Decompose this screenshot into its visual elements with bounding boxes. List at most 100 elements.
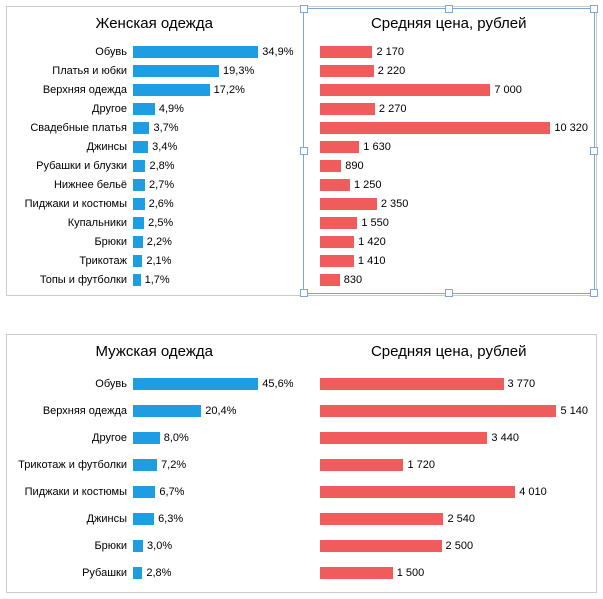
bar-row: Трикотаж2,1%: [15, 251, 294, 270]
bar-track: 3 770: [320, 376, 589, 392]
bar-row: Обувь45,6%: [15, 370, 294, 397]
bar-track: 1 630: [320, 139, 589, 155]
bar-value: 2 540: [447, 513, 475, 525]
bar-label: Нижнее бельё: [15, 179, 133, 191]
bar-track: 2 270: [320, 101, 589, 117]
bar-fill: [320, 160, 342, 172]
bar-track: 34,9%: [133, 44, 294, 60]
bar-value: 19,3%: [223, 65, 254, 77]
bar-fill: [320, 46, 373, 58]
bar-row: Нижнее бельё2,7%: [15, 175, 294, 194]
selection-handle[interactable]: [445, 5, 453, 13]
bar-value: 2 350: [381, 198, 409, 210]
bar-value: 2 220: [378, 65, 406, 77]
bar-row: Пиджаки и костюмы2,6%: [15, 194, 294, 213]
bar-label: Джинсы: [15, 141, 133, 153]
bar-value: 3 440: [491, 432, 519, 444]
bar-row: 5 140: [310, 397, 589, 424]
bar-value: 1 500: [397, 567, 425, 579]
bar-fill: [320, 405, 557, 417]
selection-handle[interactable]: [445, 289, 453, 297]
bar-row: 10 320: [310, 118, 589, 137]
bar-value: 34,9%: [262, 46, 293, 58]
bar-track: 2 540: [320, 511, 589, 527]
bar-label: Свадебные платья: [15, 122, 133, 134]
bar-track: 20,4%: [133, 403, 294, 419]
bar-row: Джинсы 6,3%: [15, 505, 294, 532]
bar-row: Пиджаки и костюмы6,7%: [15, 478, 294, 505]
selection-handle[interactable]: [300, 147, 308, 155]
bar-label: Брюки: [15, 236, 133, 248]
selection-handle[interactable]: [590, 5, 598, 13]
bar-track: 2 170: [320, 44, 589, 60]
bar-row: Верхняя одежда20,4%: [15, 397, 294, 424]
bar-fill: [320, 179, 351, 191]
bar-row: 2 220: [310, 61, 589, 80]
bar-row: Топы и футболки 1,7%: [15, 270, 294, 289]
bar-track: 3,0%: [133, 538, 294, 554]
bar-track: 2 220: [320, 63, 589, 79]
bar-track: 17,2%: [133, 82, 294, 98]
bar-track: 1 410: [320, 253, 589, 269]
bar-row: 3 440: [310, 424, 589, 451]
bar-fill: [133, 378, 258, 390]
bar-value: 1,7%: [145, 274, 170, 286]
bar-track: 7 000: [320, 82, 589, 98]
bar-row: 890: [310, 156, 589, 175]
bar-fill: [133, 198, 145, 210]
bar-track: 1 550: [320, 215, 589, 231]
bar-label: Топы и футболки: [15, 274, 133, 286]
bar-value: 3 770: [508, 378, 536, 390]
bar-value: 4 010: [519, 486, 547, 498]
bar-value: 3,0%: [147, 540, 172, 552]
bar-value: 1 550: [361, 217, 389, 229]
selection-handle[interactable]: [590, 147, 598, 155]
bar-track: 10 320: [320, 120, 589, 136]
bar-track: 2,2%: [133, 234, 294, 250]
bar-fill: [133, 513, 154, 525]
bar-row: Рубашки2,8%: [15, 559, 294, 586]
bar-value: 2,5%: [148, 217, 173, 229]
bar-track: 6,3%: [133, 511, 294, 527]
bar-label: Рубашки: [15, 567, 133, 579]
bar-value: 890: [345, 160, 363, 172]
bar-fill: [320, 378, 504, 390]
bar-value: 3,7%: [153, 122, 178, 134]
bar-fill: [133, 65, 219, 77]
bar-row: Брюки2,2%: [15, 232, 294, 251]
bar-fill: [320, 255, 354, 267]
bar-track: 2,1%: [133, 253, 294, 269]
bar-value: 6,3%: [158, 513, 183, 525]
women-category-chart-title: Женская одежда: [15, 15, 294, 32]
bar-track: 1,7%: [133, 272, 294, 288]
bar-track: 2,7%: [133, 177, 294, 193]
bar-row: Рубашки и блузки2,8%: [15, 156, 294, 175]
bar-value: 2,6%: [149, 198, 174, 210]
bar-fill: [320, 540, 442, 552]
bar-track: 4,9%: [133, 101, 294, 117]
bar-row: 2 270: [310, 99, 589, 118]
bar-track: 890: [320, 158, 589, 174]
bar-label: Джинсы: [15, 513, 133, 525]
bar-track: 2,8%: [133, 158, 294, 174]
bar-row: 4 010: [310, 478, 589, 505]
bar-track: 3,7%: [133, 120, 294, 136]
bar-row: Брюки3,0%: [15, 532, 294, 559]
bar-row: 1 720: [310, 451, 589, 478]
bar-row: 2 170: [310, 42, 589, 61]
bar-track: 2,6%: [133, 196, 294, 212]
selection-handle[interactable]: [300, 5, 308, 13]
bar-value: 1 250: [354, 179, 382, 191]
bar-track: 3 440: [320, 430, 589, 446]
bar-value: 1 420: [358, 236, 386, 248]
bar-label: Рубашки и блузки: [15, 160, 133, 172]
bar-track: 1 250: [320, 177, 589, 193]
bar-value: 10 320: [554, 122, 588, 134]
bar-row: Свадебные платья 3,7%: [15, 118, 294, 137]
bar-row: 1 420: [310, 232, 589, 251]
men-panel-pair: Мужская одеждаОбувь45,6%Верхняя одежда20…: [6, 334, 597, 593]
bar-row: 1 550: [310, 213, 589, 232]
bar-fill: [320, 432, 488, 444]
selection-handle[interactable]: [590, 289, 598, 297]
selection-handle[interactable]: [300, 289, 308, 297]
